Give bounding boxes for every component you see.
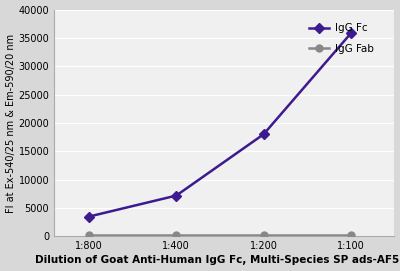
IgG Fc (348, 32, 353, 35)
IgG Fab (348, 234, 353, 237)
IgG Fc (86, 215, 91, 218)
Line: IgG Fc: IgG Fc (86, 30, 354, 220)
IgG Fab (261, 234, 266, 237)
Legend: IgG Fc, IgG Fab: IgG Fc, IgG Fab (304, 19, 378, 58)
IgG Fab (174, 234, 179, 237)
X-axis label: Dilution of Goat Anti-Human IgG Fc, Multi-Species SP ads-AF555: Dilution of Goat Anti-Human IgG Fc, Mult… (35, 256, 400, 265)
IgG Fc (261, 133, 266, 136)
IgG Fc (174, 194, 179, 197)
IgG Fab (86, 234, 91, 237)
Y-axis label: FI at Ex-540/25 nm & Em-590/20 nm: FI at Ex-540/25 nm & Em-590/20 nm (6, 33, 16, 212)
Line: IgG Fab: IgG Fab (86, 232, 354, 239)
